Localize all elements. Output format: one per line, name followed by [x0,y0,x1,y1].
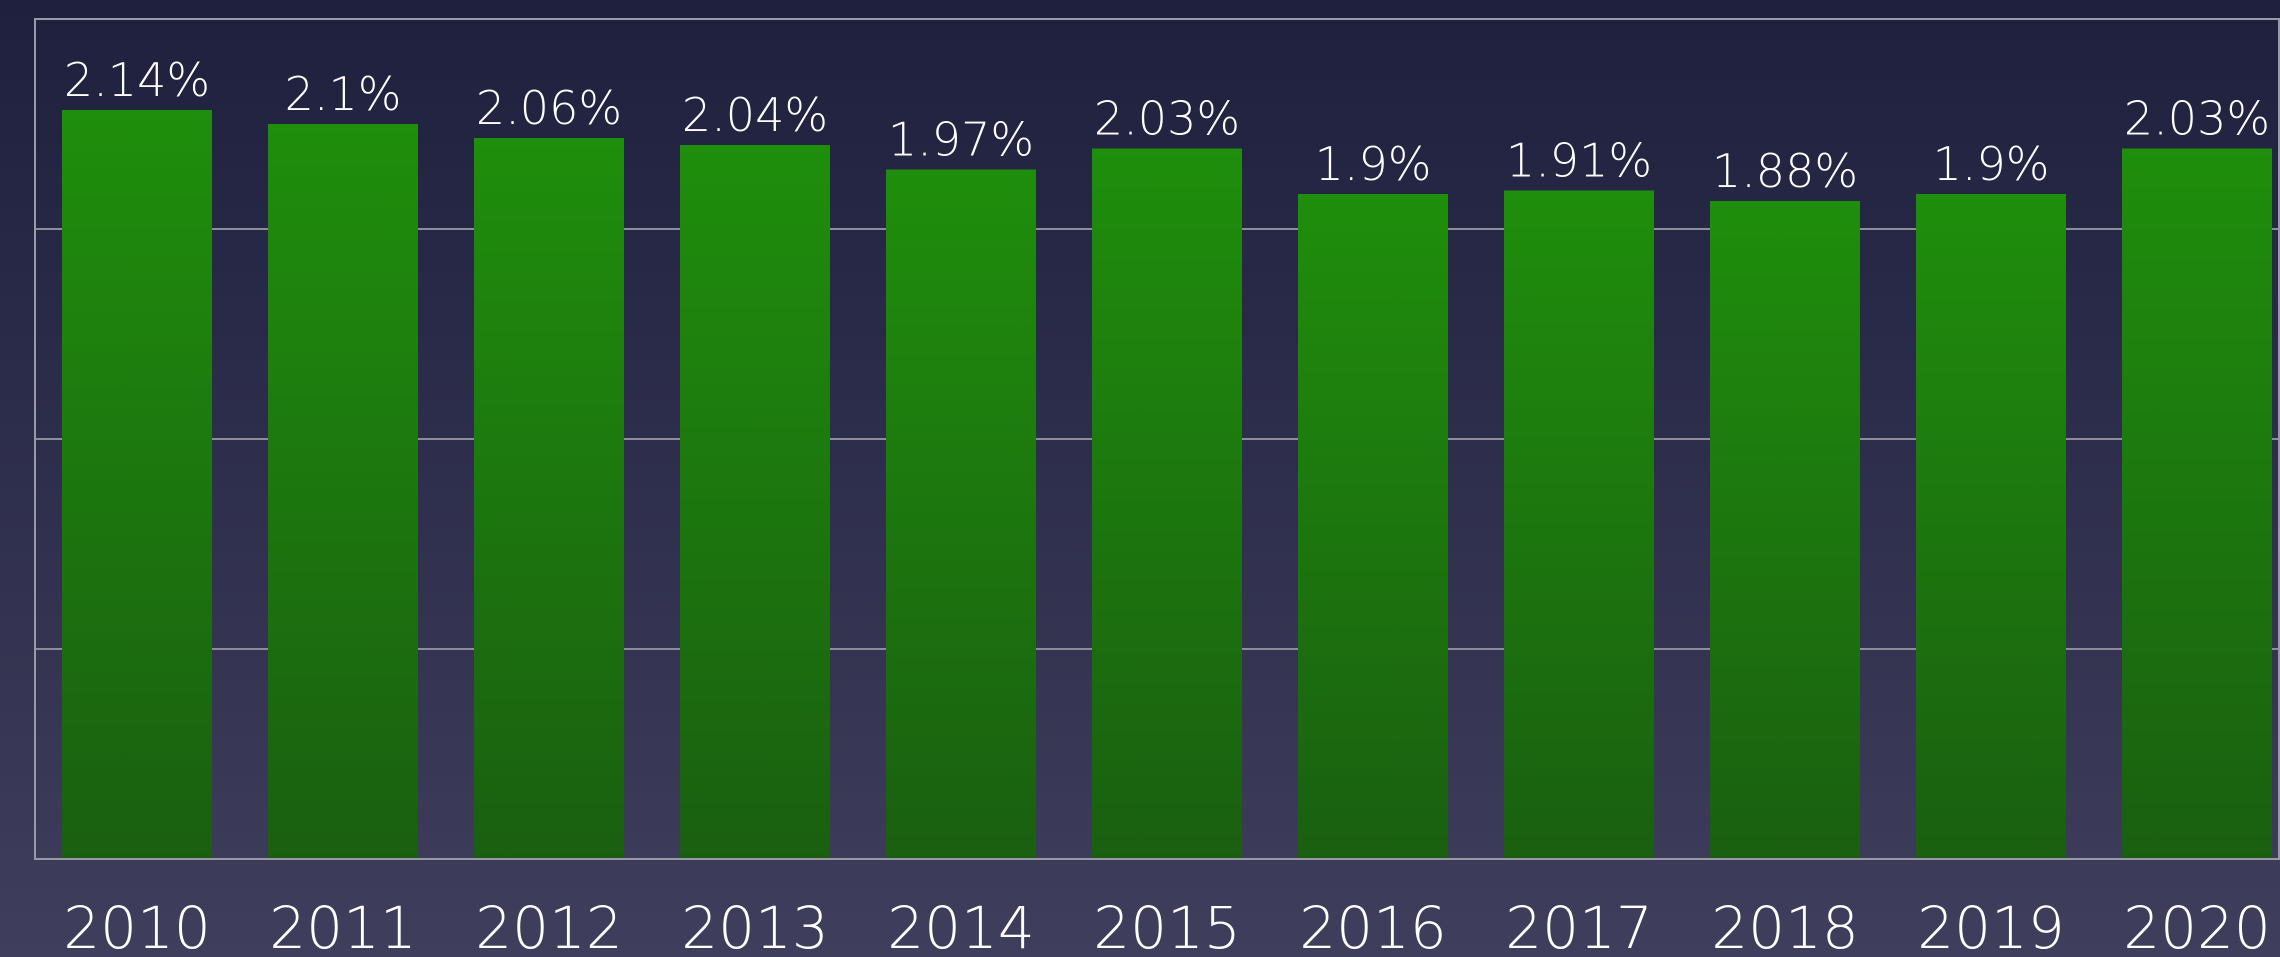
value-label: 2.03% [2124,92,2270,146]
bar [474,138,624,859]
x-tick-label: 2018 [1711,894,1859,957]
x-tick-label: 2010 [63,894,211,957]
bar [886,169,1036,859]
x-tick-label: 2013 [681,894,829,957]
x-tick-label: 2019 [1917,894,2065,957]
x-tick-label: 2015 [1093,894,1241,957]
value-label: 1.97% [888,113,1034,167]
value-label: 1.9% [1933,137,2050,191]
value-label: 1.91% [1506,134,1652,188]
bar [1092,148,1242,859]
x-tick-label: 2020 [2123,894,2271,957]
bar [62,110,212,859]
value-label: 1.9% [1315,137,1432,191]
x-tick-label: 2011 [269,894,417,957]
bar [1916,194,2066,859]
x-tick-label: 2017 [1505,894,1653,957]
x-tick-label: 2012 [475,894,623,957]
bar [268,124,418,859]
bar [1710,201,1860,859]
bar [2122,148,2272,859]
value-label: 2.14% [64,53,210,107]
bar [680,145,830,859]
x-tick-label: 2016 [1299,894,1447,957]
bar [1298,194,1448,859]
value-label: 2.1% [285,67,402,121]
value-label: 2.04% [682,88,828,142]
value-label: 2.06% [476,81,622,135]
value-label: 1.88% [1712,144,1858,198]
x-tick-label: 2014 [887,894,1035,957]
value-label: 2.03% [1094,92,1240,146]
bar [1504,190,1654,859]
plot-frame [34,18,2280,860]
